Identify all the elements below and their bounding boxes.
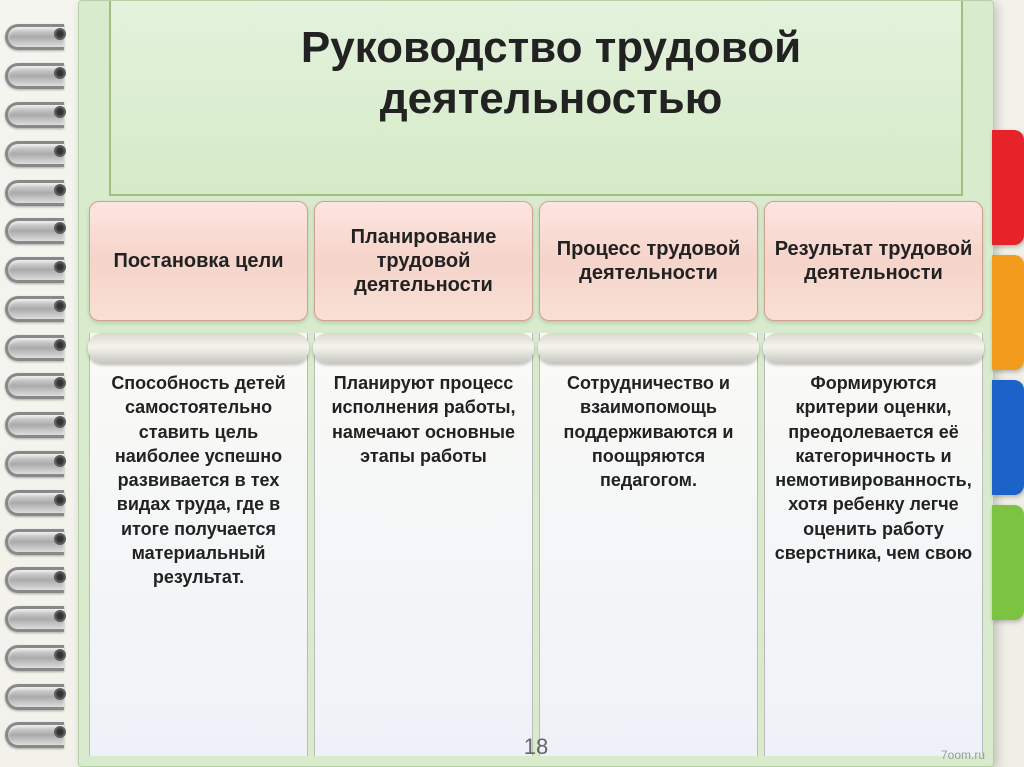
spiral-ring	[0, 525, 70, 553]
spiral-ring	[0, 59, 70, 87]
scroll-4-text: Формируются критерии оценки, преодолевае…	[773, 371, 974, 565]
heading-3: Процесс трудовой деятельности	[539, 201, 758, 321]
spiral-ring	[0, 486, 70, 514]
tab-blue[interactable]	[992, 380, 1024, 495]
scroll-3-text: Сотрудничество и взаимопомощь поддержива…	[548, 371, 749, 492]
notebook-background: Руководство трудовой деятельностью Поста…	[0, 0, 1024, 767]
spiral-ring	[0, 253, 70, 281]
spiral-ring	[0, 680, 70, 708]
heading-2-text: Планирование трудовой деятельности	[321, 225, 526, 297]
heading-3-text: Процесс трудовой деятельности	[546, 237, 751, 285]
heading-1: Постановка цели	[89, 201, 308, 321]
tab-red[interactable]	[992, 130, 1024, 245]
spiral-ring	[0, 20, 70, 48]
spiral-ring	[0, 408, 70, 436]
heading-2: Планирование трудовой деятельности	[314, 201, 533, 321]
tab-green[interactable]	[992, 505, 1024, 620]
scroll-2: Планируют процесс исполнения работы, нам…	[314, 333, 533, 756]
scroll-2-text: Планируют процесс исполнения работы, нам…	[323, 371, 524, 468]
spiral-ring	[0, 447, 70, 475]
column-2: Планирование трудовой деятельности Плани…	[314, 201, 533, 756]
column-4: Результат трудовой деятельности Формирую…	[764, 201, 983, 756]
spiral-ring	[0, 292, 70, 320]
spiral-binding	[0, 15, 82, 752]
scroll-1-text: Способность детей самостоятельно ставить…	[98, 371, 299, 590]
spiral-ring	[0, 641, 70, 669]
spiral-ring	[0, 369, 70, 397]
page-title: Руководство трудовой деятельностью	[179, 23, 923, 124]
heading-4-text: Результат трудовой деятельности	[771, 237, 976, 285]
spiral-ring	[0, 331, 70, 359]
spiral-ring	[0, 602, 70, 630]
watermark: 7oom.ru	[941, 748, 985, 762]
spiral-ring	[0, 98, 70, 126]
scroll-1: Способность детей самостоятельно ставить…	[89, 333, 308, 756]
heading-1-text: Постановка цели	[113, 249, 283, 273]
side-tabs	[992, 130, 1024, 630]
spiral-ring	[0, 718, 70, 746]
column-1: Постановка цели Способность детей самост…	[89, 201, 308, 756]
spiral-ring	[0, 176, 70, 204]
columns-container: Постановка цели Способность детей самост…	[89, 201, 983, 756]
spiral-ring	[0, 137, 70, 165]
notebook-page: Руководство трудовой деятельностью Поста…	[78, 0, 994, 767]
heading-4: Результат трудовой деятельности	[764, 201, 983, 321]
scroll-3: Сотрудничество и взаимопомощь поддержива…	[539, 333, 758, 756]
spiral-ring	[0, 563, 70, 591]
spiral-ring	[0, 214, 70, 242]
scroll-4: Формируются критерии оценки, преодолевае…	[764, 333, 983, 756]
tab-orange[interactable]	[992, 255, 1024, 370]
column-3: Процесс трудовой деятельности Сотрудниче…	[539, 201, 758, 756]
page-number: 18	[524, 734, 548, 760]
